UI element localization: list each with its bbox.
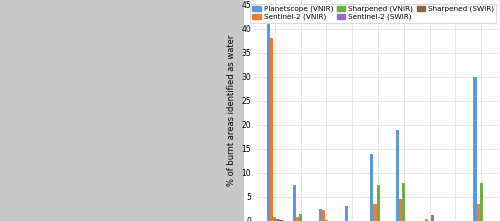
Bar [322, 210, 325, 221]
Bar [370, 154, 374, 221]
Bar [376, 185, 380, 221]
Bar [293, 185, 296, 221]
Bar [476, 204, 480, 221]
Y-axis label: % of burnt areas identified as water: % of burnt areas identified as water [227, 35, 236, 186]
Bar [480, 183, 482, 221]
Bar [425, 219, 428, 221]
Bar [396, 130, 399, 221]
Bar [474, 77, 476, 221]
Bar [402, 183, 406, 221]
Bar [325, 220, 328, 221]
Bar [431, 215, 434, 221]
Bar [276, 219, 280, 221]
Bar [274, 217, 276, 221]
Bar [399, 199, 402, 221]
Bar [344, 206, 348, 221]
Bar [267, 14, 270, 221]
Bar [318, 209, 322, 221]
Legend: Planetscope (VNIR), Sentinel-2 (VNIR), Sharpened (VNIR), Sentinel-2 (SWIR), Shar: Planetscope (VNIR), Sentinel-2 (VNIR), S… [250, 4, 496, 23]
Bar [374, 204, 376, 221]
Bar [280, 219, 282, 221]
Bar [296, 217, 299, 221]
Bar [299, 214, 302, 221]
Bar [270, 38, 274, 221]
